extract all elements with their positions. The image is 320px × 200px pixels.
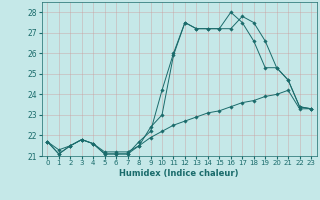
X-axis label: Humidex (Indice chaleur): Humidex (Indice chaleur) (119, 169, 239, 178)
